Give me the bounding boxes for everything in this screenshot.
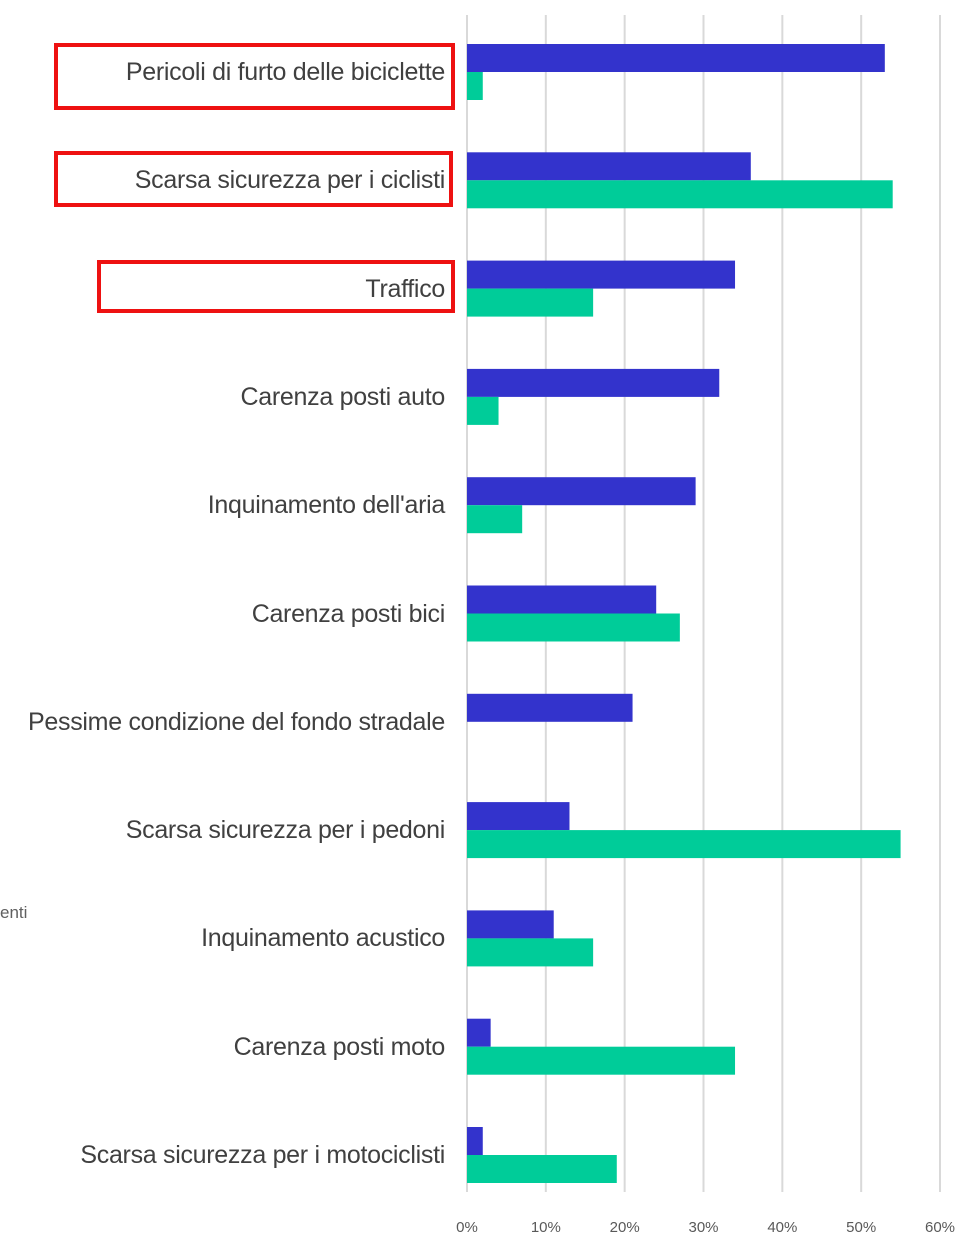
bar [467, 1018, 491, 1047]
bar [467, 505, 523, 534]
x-tick-label: 60% [925, 1219, 955, 1236]
y-tick-label: Inquinamento acustico [201, 924, 445, 953]
y-tick-label: Carenza posti auto [240, 382, 446, 411]
highlight-box [54, 43, 455, 110]
bar [467, 477, 696, 506]
y-tick-label: Scarsa sicurezza per i motociclisti [80, 1141, 445, 1169]
category-label-box: Traffico [365, 239, 445, 339]
category-label-box: Inquinamento acustico [201, 888, 445, 988]
category-label-box: Scarsa sicurezza per i pedoni [125, 780, 446, 880]
y-tick-label: Carenza posti bici [251, 599, 446, 628]
y-tick-label: Pessime condizione del fondo stradale [28, 707, 445, 736]
category-label-box: Carenza posti moto [233, 997, 446, 1097]
highlight-box [54, 151, 453, 207]
y-tick-label: Scarsa sicurezza per i ciclisti [134, 166, 446, 195]
category-label-box: Scarsa sicurezza per i motociclisti [80, 1105, 445, 1205]
bar [467, 44, 885, 72]
bar [467, 288, 594, 317]
highlight-box [97, 260, 455, 313]
bar [467, 802, 570, 831]
x-tick-label: 40% [767, 1219, 797, 1236]
bar [467, 396, 499, 425]
bar [467, 938, 594, 967]
bar [467, 613, 680, 642]
x-tick-label: 10% [531, 1219, 561, 1236]
bar [467, 693, 633, 722]
bar [467, 368, 720, 397]
bar [467, 830, 901, 859]
y-tick-label: Inquinamento dell'aria [207, 491, 446, 520]
x-tick-label: 50% [846, 1219, 876, 1236]
bar [467, 152, 751, 181]
bar [467, 1155, 617, 1183]
bar [467, 910, 554, 939]
x-tick-label: 20% [610, 1219, 640, 1236]
category-label-box: Carenza posti bici [251, 564, 446, 664]
category-label-box: Pericoli di furto delle biciclette [126, 22, 445, 122]
bar [467, 180, 893, 209]
bar [467, 1127, 483, 1155]
y-tick-label: Traffico [365, 274, 445, 303]
category-label-box: Pessime condizione del fondo stradale [28, 672, 445, 772]
side-text: enti [0, 903, 28, 922]
category-label-box: Scarsa sicurezza per i ciclisti [134, 130, 446, 230]
category-label-box: Inquinamento dell'aria [207, 455, 446, 555]
y-tick-label: Scarsa sicurezza per i pedoni [125, 816, 446, 845]
bar [467, 585, 657, 614]
x-tick-label: 0% [456, 1219, 478, 1236]
y-tick-label: Pericoli di furto delle biciclette [125, 58, 445, 86]
y-tick-label: Carenza posti moto [233, 1032, 446, 1061]
bar [467, 1046, 736, 1075]
bar [467, 72, 483, 100]
x-tick-label: 30% [688, 1219, 718, 1236]
bar [467, 260, 736, 289]
category-label-box: Carenza posti auto [240, 347, 446, 447]
